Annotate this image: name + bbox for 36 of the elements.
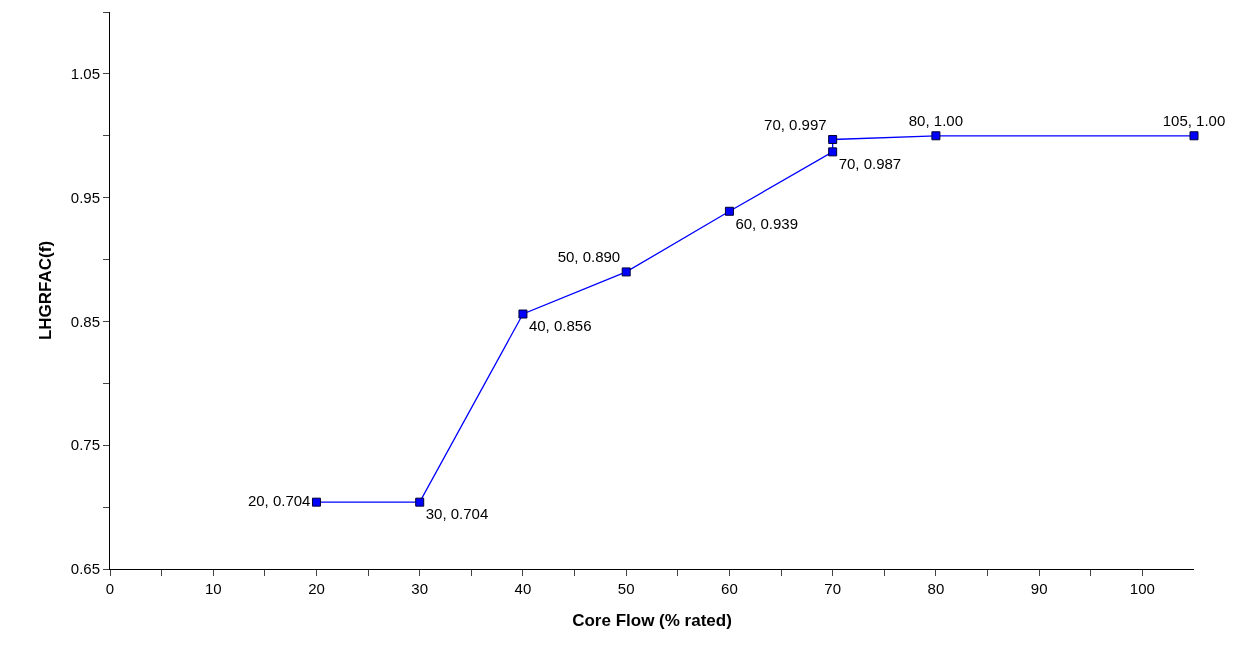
x-tick-label: 70 (824, 580, 842, 597)
point (518, 309, 528, 319)
y-tick-label: 1.05 (70, 65, 100, 83)
x-tick-label: 90 (1030, 580, 1048, 597)
y-tick-label: 0.85 (70, 312, 100, 330)
data-label: 20, 0.704 (247, 491, 311, 509)
data-label: 80, 1.00 (908, 112, 964, 130)
data-label: 70, 0.997 (764, 115, 827, 133)
x-tick-label: 80 (927, 580, 945, 597)
point (931, 131, 941, 141)
point (1189, 131, 1199, 141)
x-tick-label: 100 (1129, 580, 1155, 597)
point (311, 497, 321, 507)
data-label: 105, 1.00 (1162, 112, 1226, 130)
data-label: 70, 0.987 (838, 155, 902, 173)
data-label: 30, 0.704 (425, 505, 489, 523)
data-label: 50, 0.890 (557, 248, 621, 266)
x-tick-label: 20 (308, 580, 325, 597)
x-tick-label: 40 (514, 580, 532, 597)
point (415, 497, 425, 507)
point (621, 267, 631, 277)
x-tick-label: 60 (721, 580, 738, 597)
y-tick-label: 0.75 (70, 436, 100, 454)
data-label: 40, 0.856 (528, 317, 592, 335)
y-axis-title: LHGRFAC(f) (36, 240, 56, 341)
x-tick-label: 50 (617, 580, 635, 597)
point (724, 206, 734, 216)
x-tick-label: 10 (204, 580, 222, 597)
x-tick-label: 30 (411, 580, 429, 597)
y-tick-label: 0.95 (70, 188, 100, 206)
data-label: 60, 0.939 (735, 214, 798, 232)
x-tick-label: 0 (105, 580, 115, 597)
y-tick-label: 0.65 (70, 560, 100, 578)
point (828, 147, 838, 157)
point (828, 134, 838, 144)
x-axis-title: Core Flow (% rated) (572, 611, 732, 631)
